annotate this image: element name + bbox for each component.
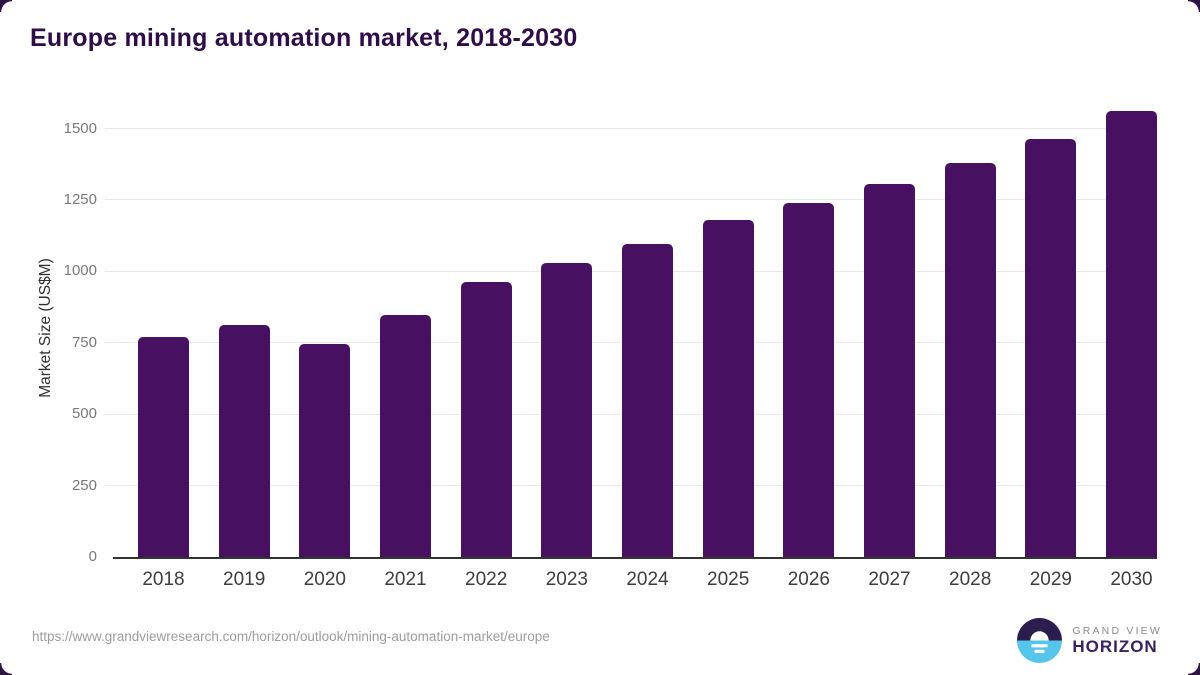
x-tick-label-2021: 2021 bbox=[384, 569, 427, 590]
bar-2022[interactable] bbox=[460, 281, 512, 557]
bar-2026[interactable] bbox=[783, 202, 835, 557]
x-tick-label-2027: 2027 bbox=[868, 569, 911, 590]
x-tick-label-2023: 2023 bbox=[545, 569, 588, 590]
x-tick-label-2022: 2022 bbox=[465, 569, 508, 590]
y-tick-label-1250: 1250 bbox=[63, 190, 97, 208]
y-tick-label-1000: 1000 bbox=[63, 262, 97, 280]
chart-title: Europe mining automation market, 2018-20… bbox=[30, 24, 578, 52]
bar-2028[interactable] bbox=[944, 163, 996, 557]
bar-2018[interactable] bbox=[138, 337, 189, 557]
bar-2024[interactable] bbox=[622, 243, 673, 557]
y-tick-label-1500: 1500 bbox=[63, 119, 97, 137]
y-tick-label-250: 250 bbox=[71, 476, 97, 494]
x-tick-label-2018: 2018 bbox=[142, 569, 185, 590]
x-tick-label-2026: 2026 bbox=[787, 569, 830, 590]
plot-area: 0 250 500 750 1000 1250 1500 2018 2019 2020 2021 20… bbox=[64, 100, 1157, 590]
grand-view-horizon-sun-icon bbox=[1017, 618, 1063, 663]
bar-2019[interactable] bbox=[218, 325, 270, 557]
bar-2027[interactable] bbox=[864, 184, 915, 557]
brand-logo[interactable]: GRAND VIEW HORIZON bbox=[1017, 618, 1162, 663]
x-tick-label-2028: 2028 bbox=[949, 569, 992, 590]
bar-2025[interactable] bbox=[702, 219, 754, 557]
y-tick-label-0: 0 bbox=[88, 548, 97, 565]
bar-2023[interactable] bbox=[541, 263, 593, 557]
y-tick-label-500: 500 bbox=[71, 405, 97, 423]
brand-line1: GRAND VIEW bbox=[1072, 624, 1162, 637]
x-tick-label-2020: 2020 bbox=[303, 569, 346, 590]
x-tick-label-2030: 2030 bbox=[1110, 569, 1153, 590]
x-tick-label-2024: 2024 bbox=[626, 569, 669, 590]
bar-2030[interactable] bbox=[1106, 110, 1157, 557]
x-tick-label-2025: 2025 bbox=[707, 569, 750, 590]
rounded-corner-decoration bbox=[1188, 0, 1200, 12]
rounded-corner-decoration bbox=[0, 0, 12, 12]
x-tick-label-2019: 2019 bbox=[223, 569, 266, 590]
bar-2020[interactable] bbox=[299, 344, 351, 557]
bar-2021[interactable] bbox=[380, 315, 431, 557]
bar-2029[interactable] bbox=[1025, 139, 1077, 557]
rounded-corner-decoration bbox=[1188, 663, 1200, 675]
x-tick-label-2029: 2029 bbox=[1029, 569, 1072, 590]
brand-line2: HORIZON bbox=[1072, 636, 1158, 656]
gridline-y1500 bbox=[105, 128, 1157, 130]
rounded-corner-decoration bbox=[0, 663, 12, 675]
source-url: https://www.grandviewresearch.com/horizo… bbox=[32, 629, 550, 644]
brand-wordmark: GRAND VIEW HORIZON bbox=[1072, 625, 1162, 657]
y-tick-label-750: 750 bbox=[71, 333, 97, 351]
gridline-y1250 bbox=[105, 199, 1157, 201]
